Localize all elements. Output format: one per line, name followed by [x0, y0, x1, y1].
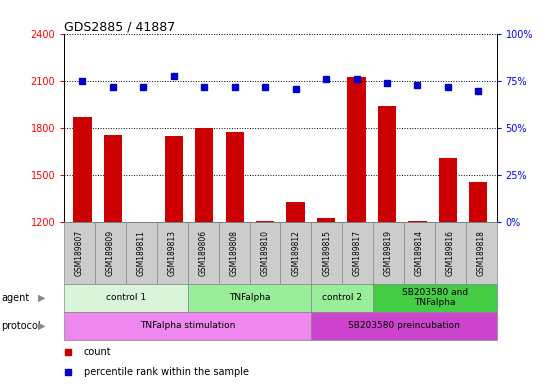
Bar — [408, 221, 426, 222]
Text: SB203580 preincubation: SB203580 preincubation — [348, 321, 460, 330]
Bar — [73, 117, 92, 222]
Bar — [373, 222, 404, 284]
Bar — [469, 182, 488, 222]
Text: count: count — [84, 347, 111, 357]
Text: percentile rank within the sample: percentile rank within the sample — [84, 366, 249, 377]
Text: control 1: control 1 — [106, 293, 146, 302]
Text: protocol: protocol — [1, 321, 41, 331]
Text: GSM189816: GSM189816 — [446, 230, 455, 276]
Text: GSM189811: GSM189811 — [137, 230, 146, 276]
Text: GSM189818: GSM189818 — [477, 230, 485, 276]
Text: GSM189813: GSM189813 — [168, 230, 177, 276]
Text: agent: agent — [1, 293, 30, 303]
Bar — [187, 284, 311, 312]
Text: TNFalpha stimulation: TNFalpha stimulation — [140, 321, 235, 330]
Text: GDS2885 / 41887: GDS2885 / 41887 — [64, 20, 175, 33]
Bar — [342, 222, 373, 284]
Bar — [311, 284, 373, 312]
Bar — [165, 136, 183, 222]
Bar — [466, 222, 497, 284]
Bar — [195, 128, 213, 222]
Bar — [187, 222, 219, 284]
Bar — [435, 222, 466, 284]
Text: GSM189814: GSM189814 — [415, 230, 424, 276]
Text: SB203580 and
TNFalpha: SB203580 and TNFalpha — [402, 288, 468, 308]
Text: GSM189819: GSM189819 — [384, 230, 393, 276]
Text: GSM189815: GSM189815 — [322, 230, 331, 276]
Text: GSM189807: GSM189807 — [75, 230, 84, 276]
Bar — [249, 222, 280, 284]
Text: ▶: ▶ — [38, 293, 45, 303]
Bar — [439, 158, 457, 222]
Text: ▶: ▶ — [38, 321, 45, 331]
Text: GSM189810: GSM189810 — [261, 230, 270, 276]
Bar — [126, 222, 157, 284]
Text: GSM189817: GSM189817 — [353, 230, 362, 276]
Text: control 2: control 2 — [322, 293, 362, 302]
Bar — [348, 76, 365, 222]
Bar — [225, 132, 244, 222]
Bar — [95, 222, 126, 284]
Bar — [373, 284, 497, 312]
Text: TNFalpha: TNFalpha — [229, 293, 270, 302]
Text: GSM189809: GSM189809 — [106, 230, 115, 276]
Bar — [286, 202, 305, 222]
Bar — [311, 312, 497, 340]
Bar — [280, 222, 311, 284]
Bar — [104, 134, 122, 222]
Bar — [317, 218, 335, 222]
Bar — [157, 222, 187, 284]
Bar — [404, 222, 435, 284]
Bar — [311, 222, 342, 284]
Bar — [219, 222, 249, 284]
Text: GSM189806: GSM189806 — [199, 230, 208, 276]
Bar — [64, 284, 187, 312]
Bar — [64, 222, 95, 284]
Text: GSM189812: GSM189812 — [291, 230, 300, 276]
Bar — [378, 106, 396, 222]
Text: GSM189808: GSM189808 — [229, 230, 239, 276]
Bar — [64, 312, 311, 340]
Bar — [256, 221, 275, 222]
